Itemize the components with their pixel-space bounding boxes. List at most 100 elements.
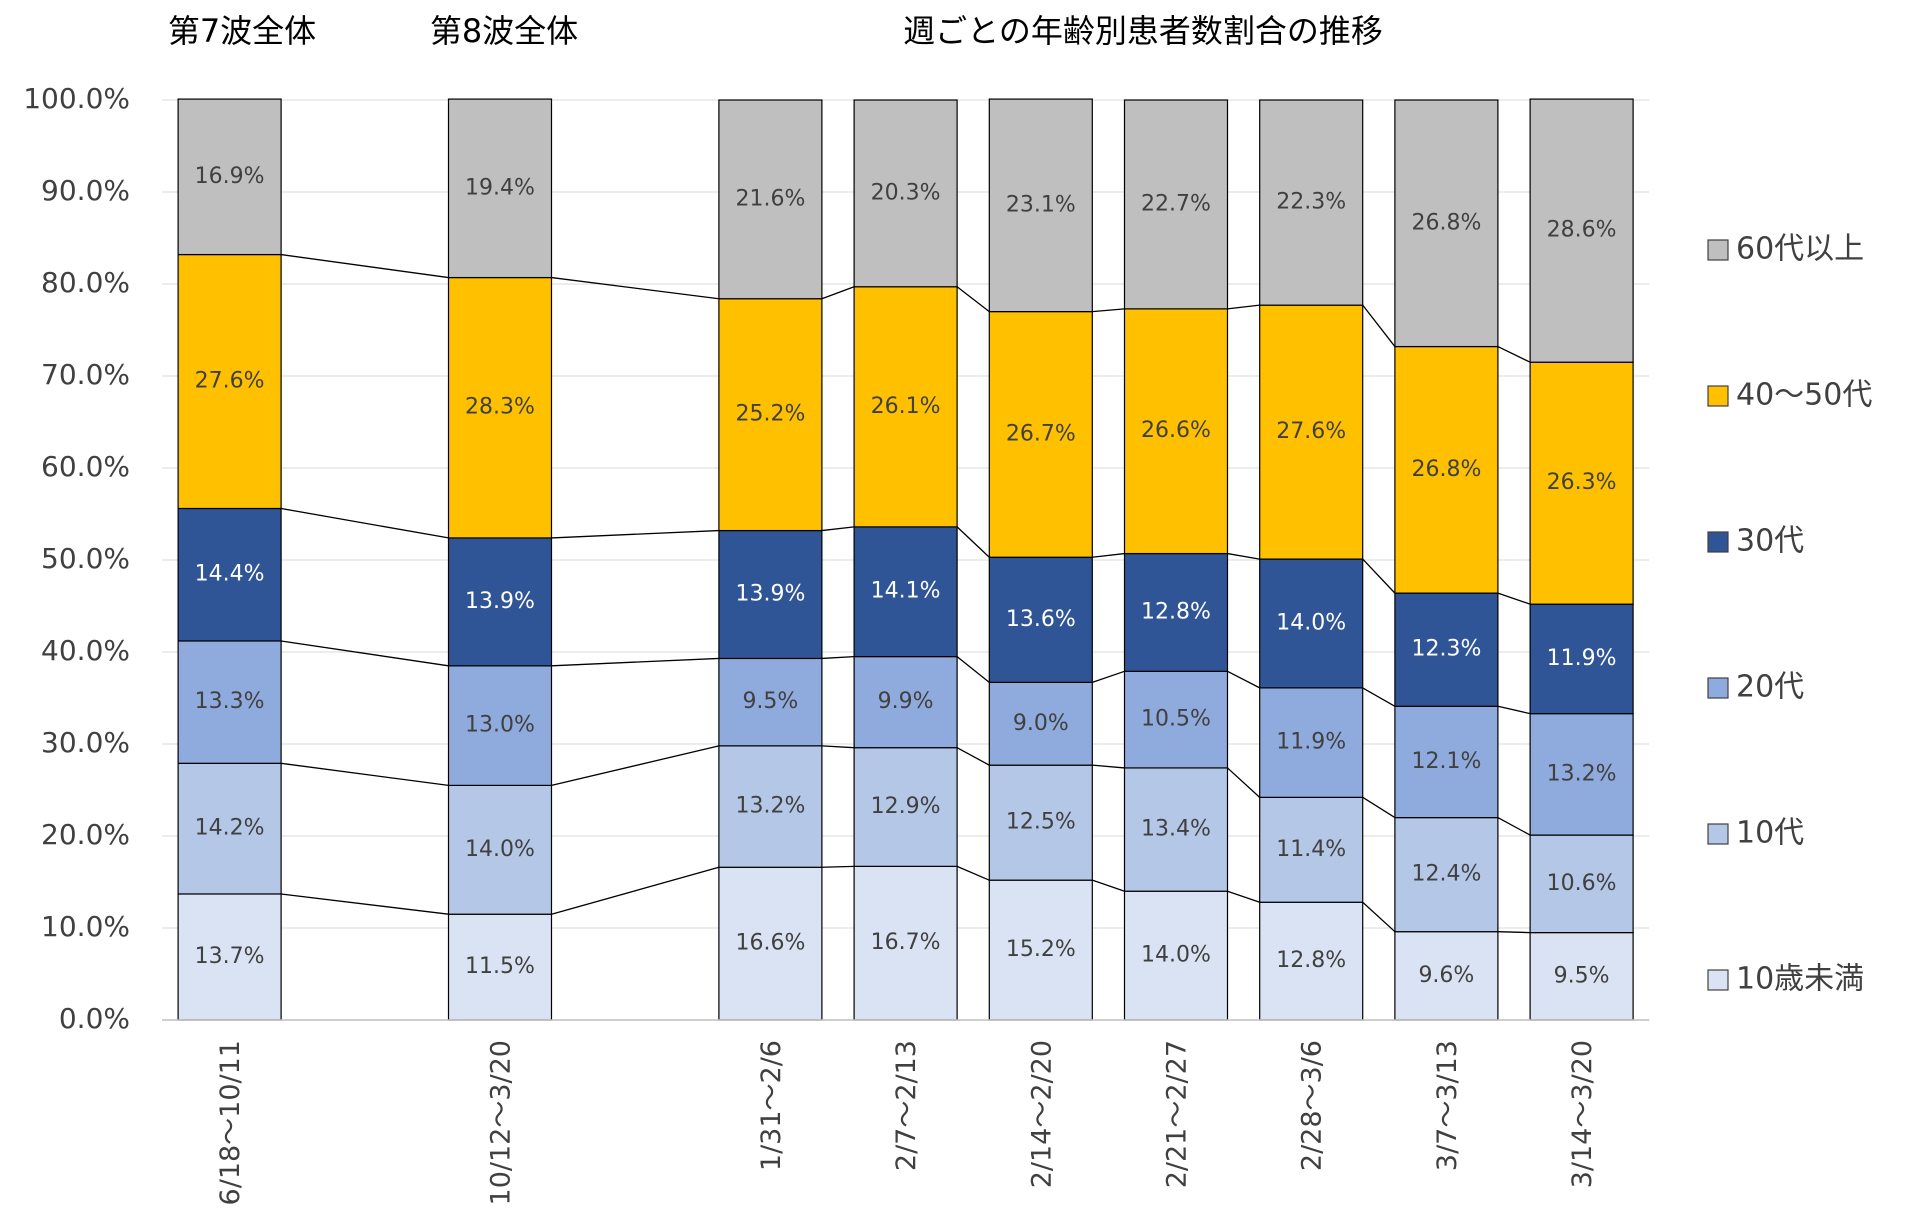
bar-segment xyxy=(718,866,823,1021)
connector-line xyxy=(1092,308,1125,313)
connector-line xyxy=(551,276,719,300)
bar-segment xyxy=(853,865,958,1021)
data-label: 26.8% xyxy=(1411,210,1481,235)
data-label: 16.9% xyxy=(195,164,265,189)
data-label: 10.6% xyxy=(1547,871,1617,896)
data-label: 13.4% xyxy=(1141,817,1211,842)
y-tick-label: 60.0% xyxy=(41,450,130,483)
bar-segment xyxy=(1529,98,1634,363)
data-label: 13.2% xyxy=(1547,761,1617,786)
data-label: 19.4% xyxy=(465,175,535,200)
bar-segment xyxy=(988,556,1093,683)
data-label: 12.8% xyxy=(1276,948,1346,973)
connector-line xyxy=(281,640,449,667)
bar-segment xyxy=(1394,345,1499,594)
bar-segment xyxy=(718,298,823,532)
bar-segment xyxy=(718,529,823,660)
bar-segment xyxy=(1529,603,1634,715)
connector-line xyxy=(821,655,855,660)
data-label: 14.2% xyxy=(195,816,265,841)
legend-swatch xyxy=(1707,385,1729,407)
connector-line xyxy=(1362,304,1396,347)
x-tick-label: 2/21～2/27 xyxy=(1162,1040,1193,1188)
x-tick-label: 1/31～2/6 xyxy=(756,1040,787,1171)
bar-segment xyxy=(1394,705,1499,819)
connector-line xyxy=(281,893,449,915)
data-label: 27.6% xyxy=(195,369,265,394)
data-label: 12.8% xyxy=(1141,599,1211,624)
data-label: 13.6% xyxy=(1006,607,1076,632)
data-label: 14.0% xyxy=(465,837,535,862)
data-label: 26.3% xyxy=(1547,470,1617,495)
bar-segment xyxy=(1123,890,1229,1021)
legend-label: 60代以上 xyxy=(1736,232,1864,267)
legend-swatch xyxy=(1707,969,1729,991)
data-label: 12.5% xyxy=(1006,810,1076,835)
connector-line xyxy=(1497,931,1531,934)
x-tick-label: 6/18～10/11 xyxy=(215,1040,246,1205)
legend-swatch xyxy=(1707,677,1729,699)
connector-line xyxy=(551,866,720,915)
data-label: 13.0% xyxy=(465,713,535,738)
data-label: 26.1% xyxy=(871,394,941,419)
x-tick-label: 3/14～3/20 xyxy=(1567,1040,1598,1188)
bar-segment xyxy=(988,98,1093,313)
annotation: 第8波全体 xyxy=(430,12,578,50)
data-label: 13.3% xyxy=(195,689,265,714)
y-tick-label: 100.0% xyxy=(23,82,130,115)
bar-segment xyxy=(177,640,282,764)
legend-label: 10歳未満 xyxy=(1736,962,1864,997)
bar-segment xyxy=(1394,816,1499,933)
connector-line xyxy=(821,526,855,532)
connector-line xyxy=(280,507,449,539)
data-label: 27.6% xyxy=(1276,419,1346,444)
data-label: 13.9% xyxy=(465,589,535,614)
y-tick-label: 40.0% xyxy=(41,634,130,667)
connector-line xyxy=(1227,767,1261,798)
legend-swatch xyxy=(1707,823,1729,845)
x-tick-label: 2/14～2/20 xyxy=(1026,1040,1057,1188)
connector-line xyxy=(281,253,449,279)
bar-segment xyxy=(853,747,958,867)
data-label: 13.7% xyxy=(195,944,265,969)
data-label: 11.9% xyxy=(1547,646,1617,671)
bar-segment xyxy=(1394,931,1499,1021)
data-label: 14.0% xyxy=(1276,610,1346,635)
bar-segment xyxy=(1259,687,1364,798)
data-label: 9.9% xyxy=(878,689,934,714)
data-label: 14.0% xyxy=(1141,943,1211,968)
connector-line xyxy=(1497,592,1531,605)
data-label: 9.5% xyxy=(1554,963,1610,988)
legend-swatch xyxy=(1707,239,1729,261)
bar-segment xyxy=(177,893,282,1021)
connector-line xyxy=(1227,552,1260,560)
data-label: 22.3% xyxy=(1276,190,1346,215)
data-label: 21.6% xyxy=(735,186,805,211)
bar-segment xyxy=(718,657,823,747)
bar-segment xyxy=(447,665,553,786)
data-label: 9.0% xyxy=(1013,711,1069,736)
connector-line xyxy=(956,286,990,313)
connector-line xyxy=(1092,552,1125,558)
connector-line xyxy=(1227,670,1260,689)
data-label: 22.7% xyxy=(1141,191,1211,216)
data-label: 9.6% xyxy=(1418,963,1474,988)
connector-line xyxy=(1227,304,1260,310)
bar-segment xyxy=(853,526,958,658)
bar-segment xyxy=(1529,361,1634,605)
data-label: 23.1% xyxy=(1006,192,1076,217)
connector-line xyxy=(1497,705,1531,715)
bar-segment xyxy=(177,253,282,510)
connector-line xyxy=(956,656,990,683)
bar-segment xyxy=(1123,670,1229,769)
data-label: 14.4% xyxy=(195,562,265,587)
connector-line xyxy=(1092,670,1125,683)
connector-line xyxy=(956,747,990,766)
connector-line xyxy=(1092,764,1125,769)
bar-segment xyxy=(1529,713,1634,836)
legend-label: 20代 xyxy=(1736,670,1804,705)
data-label: 26.6% xyxy=(1141,418,1211,443)
connector-line xyxy=(1092,879,1125,892)
connector-line xyxy=(956,526,990,558)
